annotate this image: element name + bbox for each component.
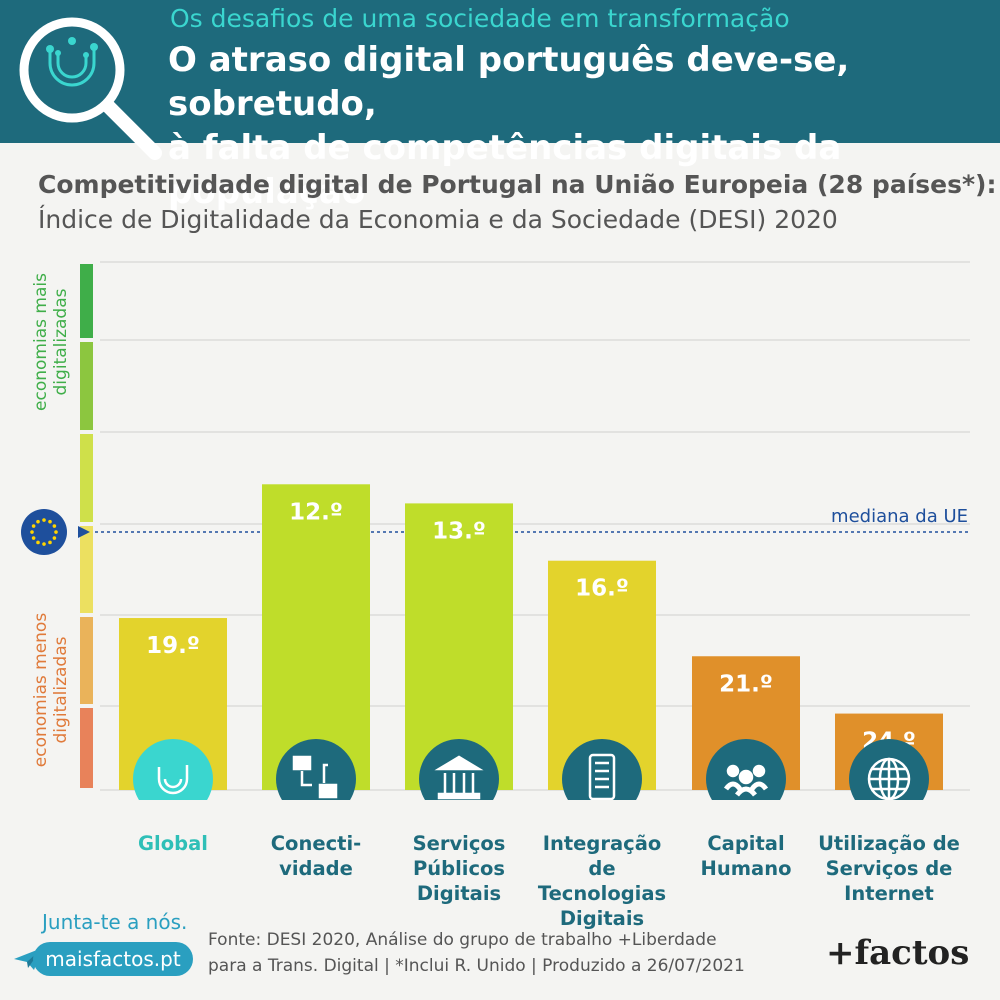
network-computers-icon-glyph: [292, 755, 338, 799]
smartphone-icon-glyph: [588, 753, 616, 800]
eu-star: [31, 524, 36, 528]
eu-star: [52, 536, 57, 540]
eu-star: [48, 540, 52, 545]
eu-star: [36, 519, 40, 524]
source-line-1: Fonte: DESI 2020, Análise do grupo de tr…: [208, 930, 717, 950]
headline: O atraso digital português deve-se, sobr…: [168, 38, 1000, 214]
eu-star: [30, 530, 34, 534]
eu-star: [54, 530, 58, 534]
globe-icon-glyph: [867, 757, 911, 800]
scale-bottom-label: economias menosdigitalizadas: [31, 613, 71, 768]
bar-value-label: 21.º: [719, 671, 773, 697]
scale-segment: [80, 708, 93, 788]
bar-chart: economias maisdigitalizadas economias men…: [21, 261, 970, 800]
bar-value-label: 16.º: [575, 576, 629, 602]
source-line-2: para a Trans. Digital | *Inclui R. Unido…: [208, 956, 745, 976]
eu-median-pointer-icon: [78, 526, 90, 539]
supertitle: Os desafios de uma sociedade em transfor…: [170, 4, 790, 33]
brand-logo: +factos: [826, 933, 970, 973]
eu-star: [42, 518, 46, 522]
eu-star: [48, 519, 52, 524]
eu-flag-icon: [21, 509, 67, 556]
category-label: Integração de Tecnologias Digitais: [537, 832, 667, 930]
eu-star: [36, 540, 40, 545]
scale-segment: [80, 264, 93, 338]
government-building-icon-glyph: [434, 755, 484, 800]
eu-star: [52, 524, 57, 528]
magnifier-circuit-icon: [19, 17, 162, 160]
join-text: Junta-te a nós.: [42, 910, 188, 934]
source-note: Fonte: DESI 2020, Análise do grupo de tr…: [208, 927, 745, 979]
category-label: Capital Humano: [700, 832, 792, 880]
category-label: Conecti- vidade: [270, 832, 362, 880]
chart-subtitle: Índice de Digitalidade da Economia e da …: [38, 205, 838, 234]
maisfactos-link-button[interactable]: maisfactos.pt: [33, 942, 193, 976]
category-label: Utilização de Serviços de Internet: [818, 832, 960, 905]
bar-value-label: 12.º: [289, 499, 343, 525]
people-icon-glyph: [723, 764, 769, 797]
bar-value-label: 13.º: [432, 518, 486, 544]
scale-segment: [80, 434, 93, 522]
smartphone-icon: [562, 739, 642, 800]
scale-top-label: economias maisdigitalizadas: [31, 273, 71, 411]
header-banner: [0, 0, 1000, 143]
headline-line-2: à falta de competências digitais da popu…: [168, 128, 842, 212]
scale-segment: [80, 617, 93, 704]
scale-segment: [80, 342, 93, 430]
people-icon: [706, 739, 786, 800]
bar-value-label: 19.º: [146, 633, 200, 659]
headline-line-1: O atraso digital português deve-se, sobr…: [168, 40, 850, 124]
eu-star: [42, 542, 46, 546]
chart-title: Competitividade digital de Portugal na U…: [38, 170, 997, 199]
eu-star: [31, 536, 36, 540]
eu-median-label: mediana da UE: [831, 506, 968, 527]
circuit-icon-glyph: [157, 765, 189, 795]
category-label: Global: [138, 832, 208, 855]
category-label: Serviços Públicos Digitais: [412, 832, 506, 905]
scale-segment: [80, 526, 93, 613]
circuit-icon: [133, 739, 213, 800]
